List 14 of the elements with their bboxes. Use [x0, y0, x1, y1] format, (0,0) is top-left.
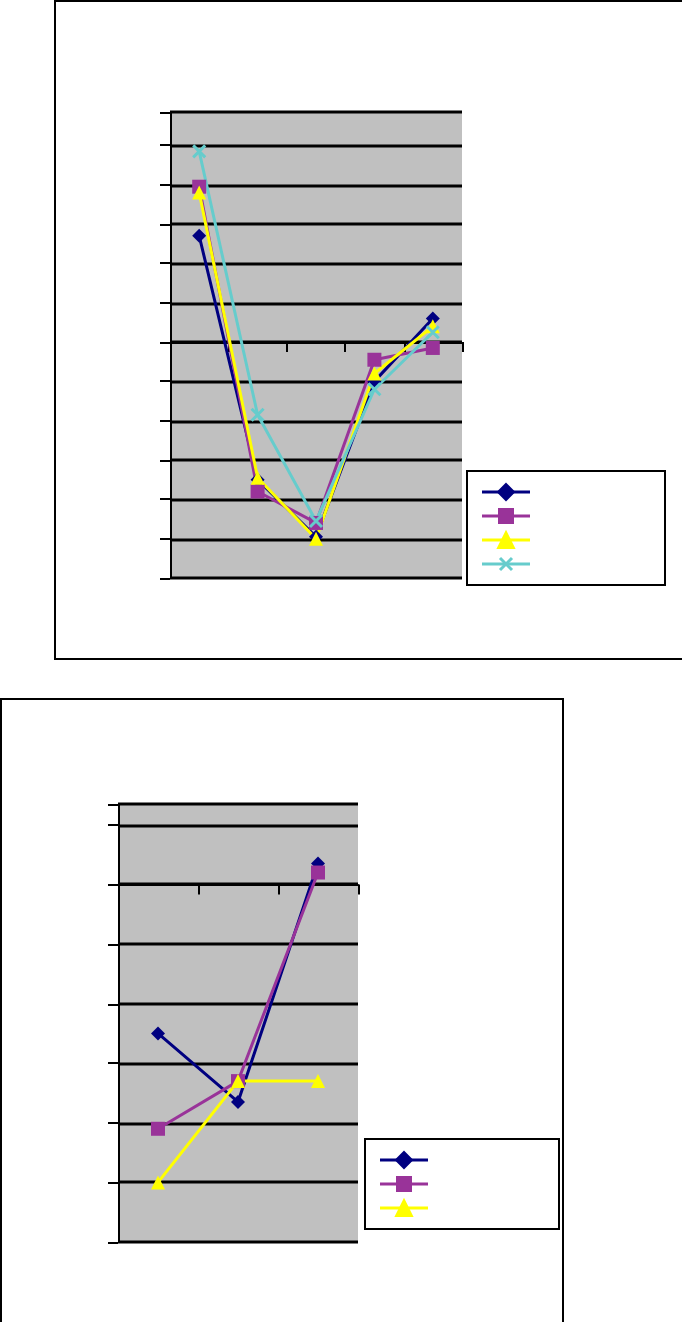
- point: [192, 228, 207, 243]
- point: [367, 366, 382, 381]
- point: [151, 1121, 165, 1136]
- point: [191, 143, 207, 159]
- point: [250, 484, 265, 499]
- point: [311, 865, 325, 880]
- point: [151, 1026, 165, 1041]
- point: [366, 381, 382, 397]
- point: [231, 1094, 245, 1109]
- point: [192, 185, 207, 200]
- point: [250, 407, 266, 423]
- point: [367, 352, 382, 367]
- point: [425, 340, 440, 355]
- point: [425, 324, 441, 340]
